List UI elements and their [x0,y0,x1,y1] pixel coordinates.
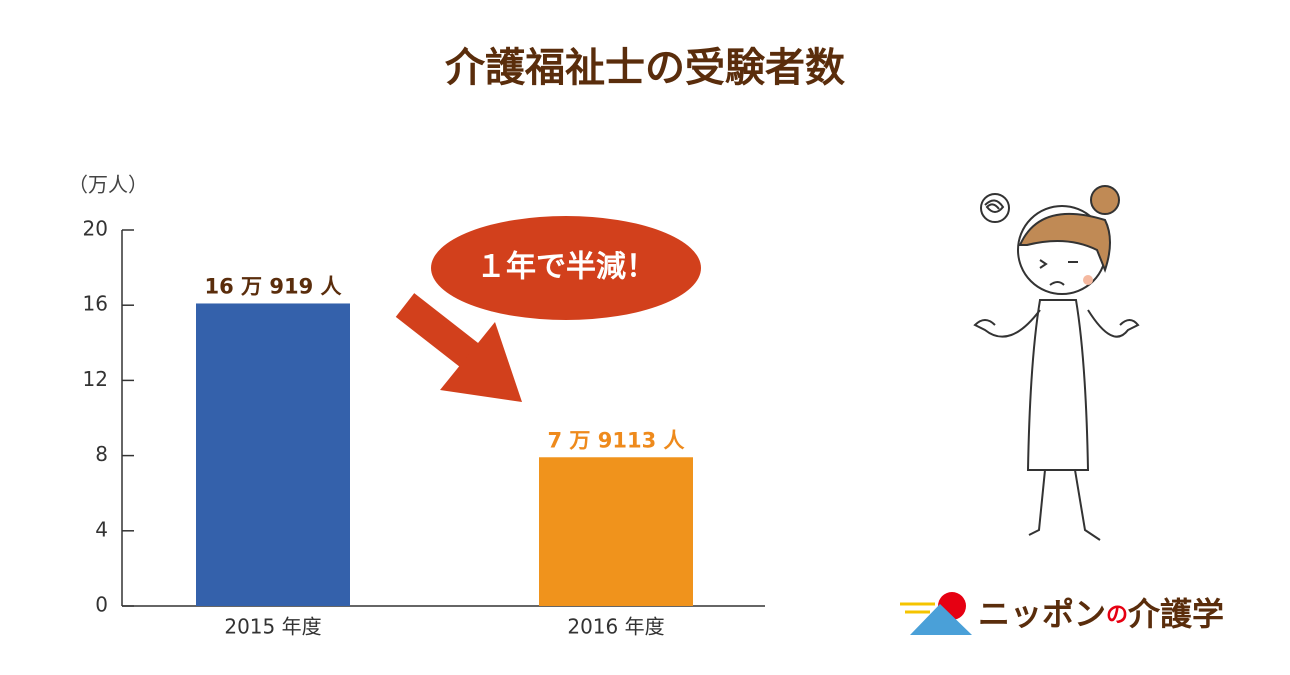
logo-main: ニッポン [978,595,1106,633]
value-label: 16 万 919 人 [205,274,342,298]
chart-title: 介護福祉士の受験者数 [445,45,845,91]
logo-text: ニッポンの介護学 [978,595,1224,633]
x-tick-label: 2015 年度 [224,615,321,639]
value-label: 7 万 9113 人 [548,428,685,452]
bar [539,457,693,606]
y-unit-label: （万人） [68,173,148,197]
arrow [395,293,522,402]
y-tick-label: 8 [95,442,108,466]
annotation: １年で半減！ [476,250,656,285]
callout-bubble [431,216,701,320]
logo: ニッポンの介護学 [900,592,1224,635]
y-tick-label: 4 [95,517,108,541]
nurse-illustration [973,185,1140,541]
bar [196,303,350,606]
logo-particle: の [1106,603,1128,628]
y-tick-label: 0 [95,593,108,617]
y-tick-label: 12 [83,367,108,391]
y-tick-label: 20 [83,217,108,241]
y-tick-label: 16 [83,292,108,316]
logo-tail: 介護学 [1127,595,1224,633]
x-tick-label: 2016 年度 [567,615,664,639]
